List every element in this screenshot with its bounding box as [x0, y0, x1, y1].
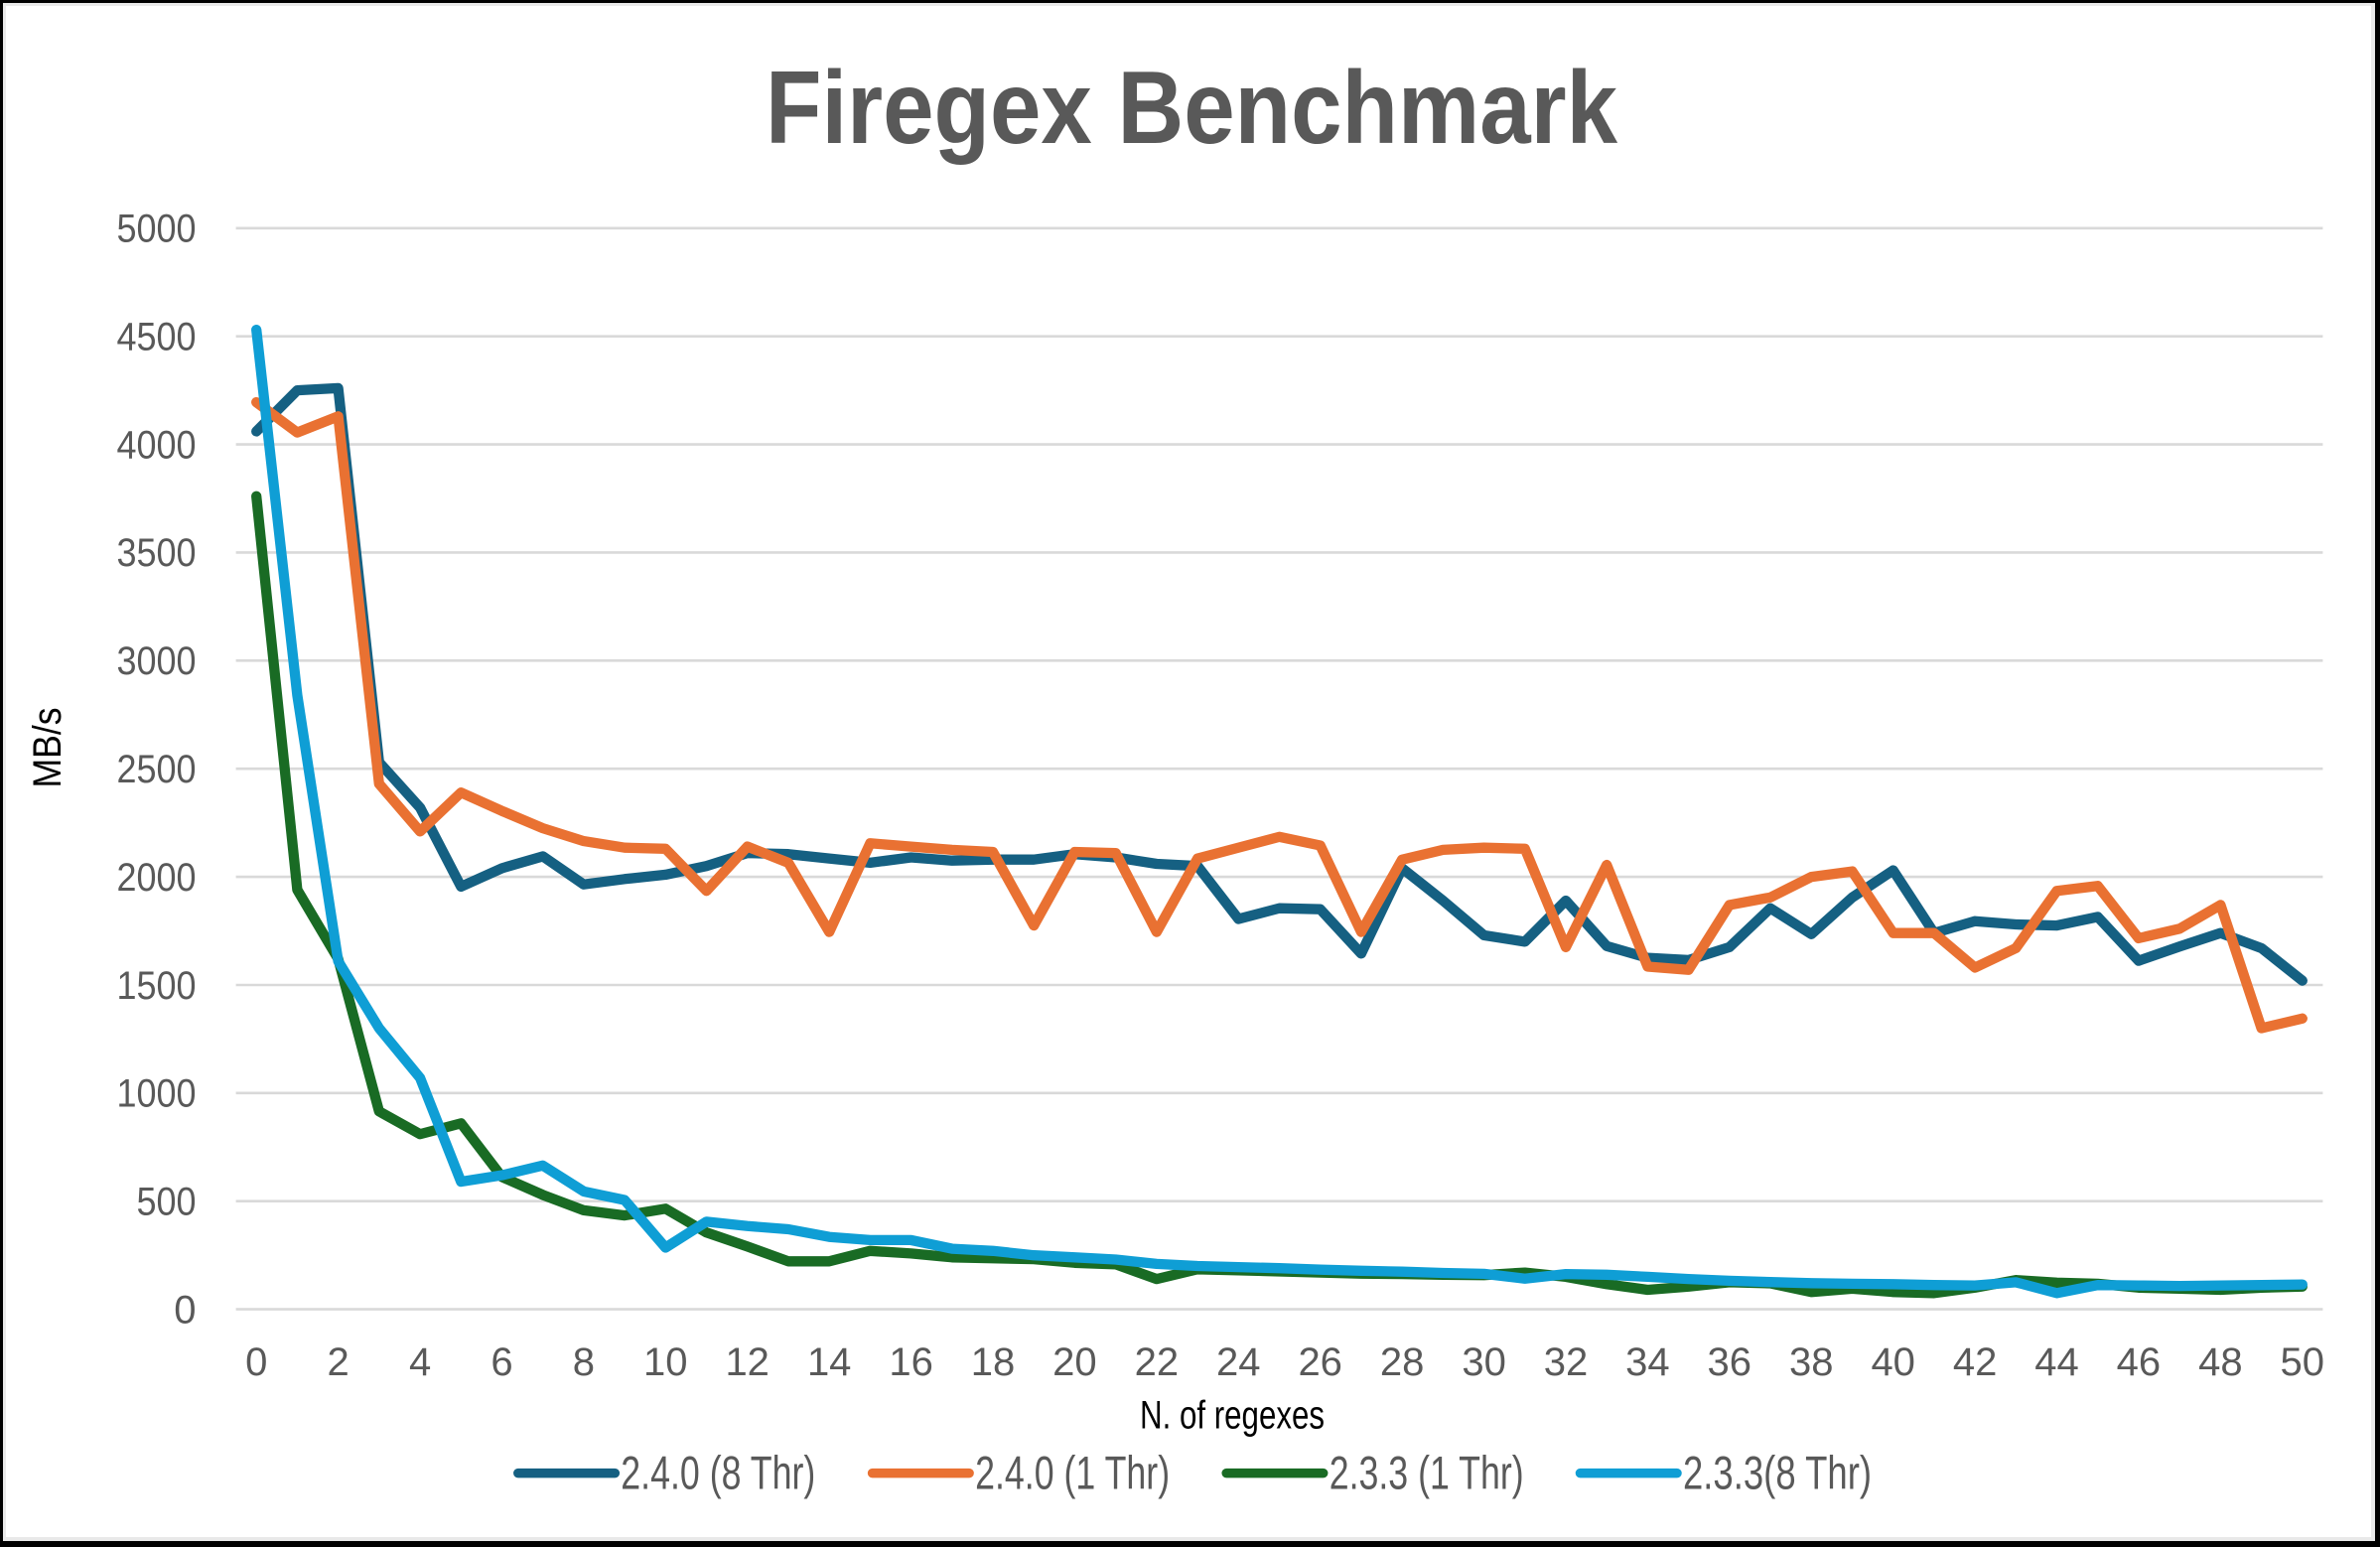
svg-text:500: 500 [137, 1181, 197, 1224]
svg-text:10: 10 [643, 1340, 688, 1384]
svg-text:20: 20 [1052, 1340, 1097, 1384]
svg-text:46: 46 [2117, 1340, 2162, 1384]
svg-text:12: 12 [725, 1340, 770, 1384]
svg-text:48: 48 [2198, 1340, 2243, 1384]
svg-text:2500: 2500 [117, 748, 197, 791]
svg-text:18: 18 [971, 1340, 1016, 1384]
svg-text:30: 30 [1462, 1340, 1506, 1384]
svg-text:Firegex Benchmark: Firegex Benchmark [766, 51, 1617, 166]
svg-text:14: 14 [807, 1340, 852, 1384]
svg-text:6: 6 [490, 1340, 512, 1384]
svg-text:32: 32 [1544, 1340, 1589, 1384]
svg-text:36: 36 [1708, 1340, 1752, 1384]
svg-text:28: 28 [1380, 1340, 1425, 1384]
svg-text:3500: 3500 [117, 531, 197, 575]
svg-text:2.3.3(8 Thr): 2.3.3(8 Thr) [1683, 1447, 1872, 1499]
svg-text:N. of regexes: N. of regexes [1140, 1394, 1325, 1438]
svg-text:2000: 2000 [117, 856, 197, 900]
svg-text:22: 22 [1135, 1340, 1180, 1384]
svg-text:44: 44 [2034, 1340, 2079, 1384]
svg-text:3000: 3000 [117, 639, 197, 683]
svg-text:26: 26 [1298, 1340, 1342, 1384]
svg-text:MB/s: MB/s [26, 708, 70, 788]
svg-text:2.3.3 (1 Thr): 2.3.3 (1 Thr) [1330, 1447, 1524, 1499]
svg-text:4500: 4500 [117, 316, 197, 359]
svg-text:0: 0 [245, 1340, 267, 1384]
svg-text:24: 24 [1216, 1340, 1261, 1384]
svg-text:4: 4 [409, 1340, 431, 1384]
svg-text:42: 42 [1953, 1340, 1998, 1384]
svg-text:2.4.0 (8 Thr): 2.4.0 (8 Thr) [621, 1447, 815, 1499]
svg-text:2: 2 [327, 1340, 349, 1384]
svg-text:40: 40 [1871, 1340, 1915, 1384]
svg-text:5000: 5000 [117, 208, 197, 251]
svg-text:38: 38 [1789, 1340, 1834, 1384]
svg-text:16: 16 [889, 1340, 933, 1384]
svg-text:34: 34 [1625, 1340, 1670, 1384]
svg-text:2.4.0 (1 Thr): 2.4.0 (1 Thr) [975, 1447, 1170, 1499]
svg-text:1500: 1500 [117, 964, 197, 1008]
svg-text:0: 0 [174, 1288, 196, 1332]
svg-text:50: 50 [2281, 1340, 2325, 1384]
svg-text:8: 8 [573, 1340, 595, 1384]
svg-text:4000: 4000 [117, 423, 197, 467]
svg-text:1000: 1000 [117, 1072, 197, 1116]
